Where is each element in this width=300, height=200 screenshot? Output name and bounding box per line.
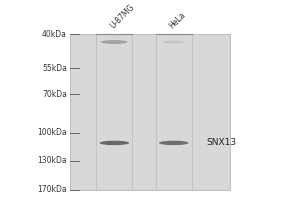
Ellipse shape	[104, 36, 125, 38]
Text: HeLa: HeLa	[167, 11, 188, 31]
Text: 40kDa: 40kDa	[42, 30, 67, 39]
Ellipse shape	[166, 36, 181, 38]
Text: U-87MG: U-87MG	[108, 3, 136, 31]
Ellipse shape	[159, 141, 189, 145]
Text: 130kDa: 130kDa	[37, 156, 67, 165]
Text: SNX13: SNX13	[206, 138, 237, 147]
Ellipse shape	[101, 40, 128, 44]
Ellipse shape	[100, 141, 129, 145]
Ellipse shape	[164, 40, 184, 44]
Text: 170kDa: 170kDa	[37, 185, 67, 194]
Text: 55kDa: 55kDa	[42, 64, 67, 73]
FancyBboxPatch shape	[70, 34, 230, 190]
Text: 70kDa: 70kDa	[42, 90, 67, 99]
Text: 100kDa: 100kDa	[37, 128, 67, 137]
